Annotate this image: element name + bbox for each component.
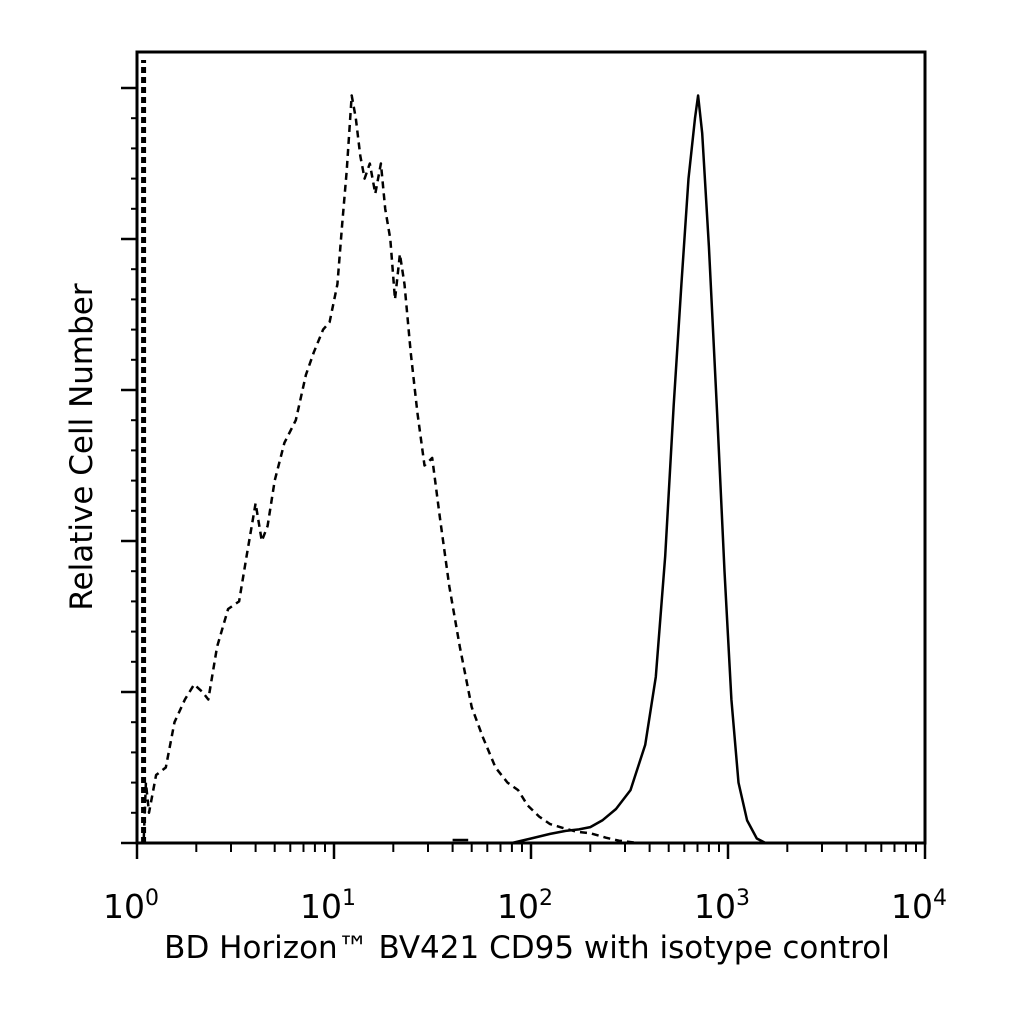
x-tick-label: 101	[300, 886, 356, 926]
major-ticks	[135, 843, 927, 859]
x-tick-exponent: 3	[736, 886, 750, 911]
x-tick-exponent: 2	[539, 886, 553, 911]
x-tick-exponent: 0	[145, 886, 159, 911]
isotype-control-curve	[137, 94, 925, 845]
series-layer	[137, 60, 925, 845]
x-tick-exponent: 1	[342, 886, 356, 911]
x-tick-label: 102	[497, 886, 553, 926]
plot-frame	[135, 50, 927, 845]
cd95-curve	[137, 94, 925, 845]
x-tick-labels: 100 101 102 103 104	[103, 886, 947, 926]
x-tick-label: 104	[891, 886, 947, 926]
y-ticks	[121, 86, 137, 845]
x-tick-exponent: 4	[933, 886, 947, 911]
x-tick-label: 100	[103, 886, 159, 926]
minor-ticks	[195, 843, 917, 852]
x-tick-label: 103	[694, 886, 750, 926]
x-axis-title: BD Horizon™ BV421 CD95 with isotype cont…	[164, 930, 890, 966]
y-axis-title: Relative Cell Number	[64, 283, 100, 610]
